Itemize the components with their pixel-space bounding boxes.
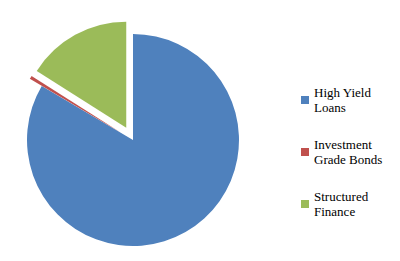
svg-text:Finance: Finance: [314, 204, 355, 219]
svg-text:Grade Bonds: Grade Bonds: [314, 152, 382, 167]
svg-text:Structured: Structured: [314, 189, 371, 204]
svg-text:High Yield: High Yield: [314, 85, 374, 100]
svg-text:Investment: Investment: [314, 137, 375, 152]
svg-text:Loans: Loans: [314, 100, 346, 115]
